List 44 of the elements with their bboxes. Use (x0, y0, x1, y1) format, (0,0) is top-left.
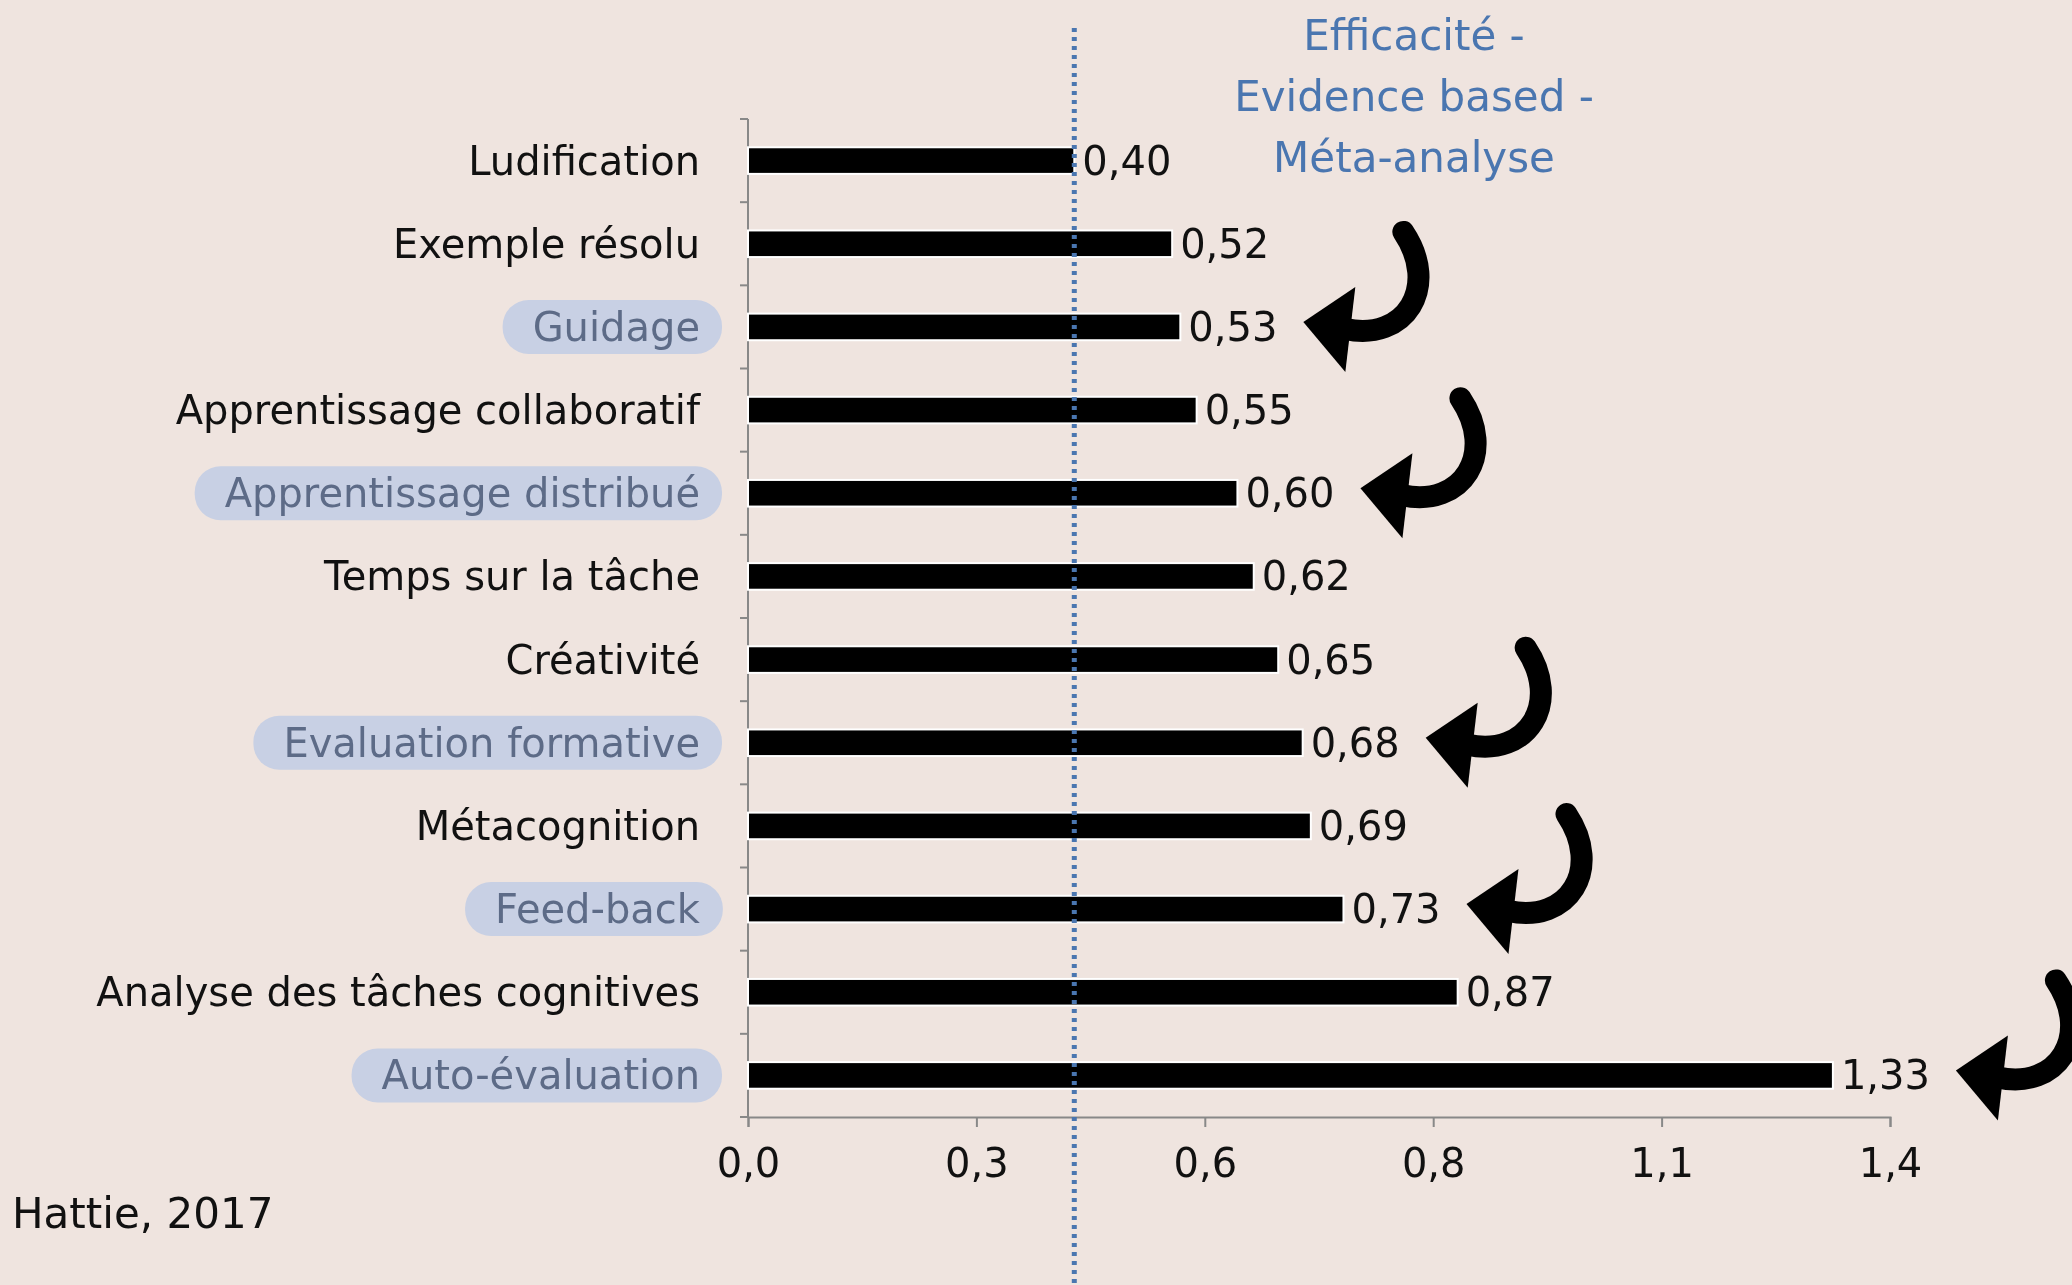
data-label: 0,73 (1351, 886, 1441, 933)
y-tick-label: Guidage (532, 303, 700, 350)
y-tick-label: Créativité (505, 636, 700, 683)
y-tick-label: Feed-back (495, 886, 701, 933)
data-label: 0,65 (1286, 636, 1376, 683)
data-label: 0,62 (1261, 553, 1351, 600)
x-tick-label: 0,3 (945, 1140, 1009, 1187)
data-label: 0,40 (1082, 137, 1172, 184)
bar (747, 645, 1280, 674)
data-label: 0,68 (1310, 719, 1400, 766)
bar (747, 146, 1076, 175)
data-label: 0,53 (1188, 303, 1278, 350)
x-tick-label: 0,0 (716, 1140, 781, 1187)
bar (747, 1061, 1834, 1090)
bar (747, 811, 1312, 841)
x-tick-label: 0,8 (1401, 1140, 1466, 1187)
x-tick-label: 1,1 (1630, 1140, 1694, 1187)
data-label: 0,55 (1204, 387, 1294, 434)
y-tick-label: Analyse des tâches cognitives (96, 969, 700, 1016)
data-label: 1,33 (1840, 1052, 1930, 1099)
bar (747, 894, 1345, 924)
y-tick-label: Ludification (468, 137, 700, 184)
x-tick-label: 1,4 (1858, 1140, 1923, 1187)
y-tick-label: Temps sur la tâche (323, 553, 700, 600)
x-tick-label: 0,6 (1173, 1140, 1238, 1187)
ref-line-label: Efficacité - Evidence based - Méta-analyse (1234, 11, 1594, 182)
bar (747, 312, 1182, 342)
y-tick-label: Métacognition (415, 802, 700, 849)
bar (747, 728, 1304, 758)
data-label: 0,69 (1318, 802, 1408, 849)
bar (747, 977, 1459, 1007)
bar (747, 478, 1239, 508)
bar (747, 395, 1198, 425)
text: Hattie, 2017 (12, 1189, 274, 1238)
y-tick-label: Exemple résolu (392, 220, 700, 267)
y-tick-label: Apprentissage collaboratif (175, 387, 701, 434)
y-tick-label: Auto-évaluation (381, 1052, 700, 1099)
data-label: 0,60 (1245, 470, 1335, 517)
y-tick-label: Apprentissage distribué (224, 470, 700, 517)
bar (747, 562, 1255, 591)
bar (747, 229, 1174, 259)
data-label: 0,52 (1180, 220, 1270, 267)
data-label: 0,87 (1465, 969, 1555, 1016)
y-tick-label: Evaluation formative (283, 719, 700, 766)
